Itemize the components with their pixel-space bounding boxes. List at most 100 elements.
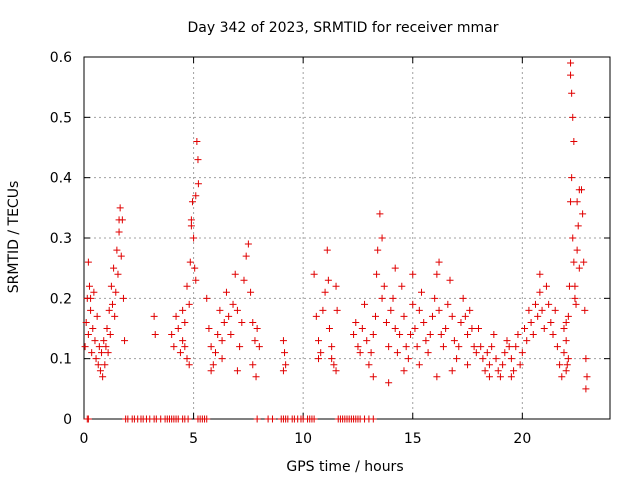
data-point bbox=[179, 306, 187, 314]
data-point bbox=[121, 337, 129, 345]
data-point bbox=[98, 349, 106, 357]
data-point bbox=[191, 264, 199, 272]
y-tick-label: 0.3 bbox=[50, 231, 72, 247]
data-point bbox=[455, 343, 463, 351]
data-point bbox=[391, 325, 399, 332]
data-point bbox=[424, 349, 432, 357]
data-point bbox=[549, 331, 557, 339]
data-point bbox=[568, 89, 576, 97]
grid-layer bbox=[84, 57, 610, 419]
data-point bbox=[371, 312, 379, 320]
data-point bbox=[183, 355, 191, 363]
data-point bbox=[102, 343, 110, 351]
data-point bbox=[95, 343, 103, 351]
plot-frame bbox=[83, 56, 611, 420]
data-point bbox=[461, 312, 469, 320]
data-point bbox=[110, 264, 118, 272]
data-point bbox=[115, 216, 123, 224]
data-point bbox=[218, 355, 226, 363]
data-point bbox=[556, 361, 564, 369]
data-point bbox=[542, 282, 550, 290]
data-point bbox=[503, 337, 511, 345]
data-point bbox=[435, 306, 443, 314]
data-point bbox=[279, 337, 287, 345]
data-point bbox=[81, 343, 89, 351]
data-point bbox=[253, 415, 261, 423]
data-point bbox=[479, 355, 487, 363]
data-point bbox=[205, 325, 213, 332]
data-point bbox=[174, 325, 182, 332]
data-point bbox=[222, 288, 230, 296]
data-point bbox=[433, 373, 441, 381]
data-point bbox=[82, 318, 90, 326]
data-point bbox=[420, 318, 428, 326]
data-point bbox=[91, 337, 99, 345]
data-point bbox=[268, 415, 276, 423]
data-point bbox=[507, 373, 515, 381]
data-point bbox=[111, 312, 119, 320]
y-axis-label: SRMTID / TECUs bbox=[6, 181, 22, 294]
data-point bbox=[190, 234, 198, 242]
data-point bbox=[562, 337, 570, 345]
data-point bbox=[422, 337, 430, 345]
data-point bbox=[328, 343, 336, 351]
data-point bbox=[315, 337, 323, 345]
data-point bbox=[492, 355, 500, 363]
data-point bbox=[328, 355, 336, 363]
data-point bbox=[203, 294, 211, 302]
data-point bbox=[567, 198, 575, 206]
data-point bbox=[114, 270, 122, 278]
data-point bbox=[536, 270, 544, 278]
data-point bbox=[85, 282, 93, 290]
data-point bbox=[472, 349, 480, 357]
data-point bbox=[534, 312, 542, 320]
data-point bbox=[391, 264, 399, 272]
data-point bbox=[181, 343, 189, 351]
data-point bbox=[477, 343, 485, 351]
data-point bbox=[105, 306, 113, 314]
data-point bbox=[527, 318, 535, 326]
data-point bbox=[194, 180, 202, 188]
data-point bbox=[404, 355, 412, 363]
data-point bbox=[242, 252, 250, 260]
data-point bbox=[538, 306, 546, 314]
data-point bbox=[312, 312, 320, 320]
data-point bbox=[361, 300, 369, 308]
data-point bbox=[450, 337, 458, 345]
data-point bbox=[87, 306, 95, 314]
data-point bbox=[87, 294, 95, 302]
data-point bbox=[183, 282, 191, 290]
data-point bbox=[398, 282, 406, 290]
data-point bbox=[571, 294, 579, 302]
data-point bbox=[103, 325, 111, 332]
data-point bbox=[321, 288, 329, 296]
data-point bbox=[564, 312, 572, 320]
data-point bbox=[310, 415, 318, 423]
data-point bbox=[378, 234, 386, 242]
data-point bbox=[216, 306, 224, 314]
data-point bbox=[444, 300, 452, 308]
data-point bbox=[562, 367, 570, 375]
data-point bbox=[119, 294, 127, 302]
x-axis-label: GPS time / hours bbox=[286, 459, 403, 475]
data-point bbox=[483, 349, 491, 357]
data-point bbox=[117, 252, 125, 260]
data-point bbox=[536, 288, 544, 296]
data-point bbox=[531, 300, 539, 308]
x-tick-label: 20 bbox=[513, 431, 531, 447]
data-point bbox=[583, 373, 591, 381]
data-point bbox=[558, 373, 566, 381]
data-point bbox=[568, 174, 576, 182]
data-point bbox=[514, 331, 522, 339]
x-tick-label: 5 bbox=[189, 431, 198, 447]
data-point bbox=[104, 349, 112, 357]
data-point bbox=[437, 331, 445, 339]
data-point bbox=[212, 349, 219, 357]
data-point bbox=[459, 294, 467, 302]
data-point bbox=[356, 349, 364, 357]
data-point bbox=[369, 373, 377, 381]
data-point bbox=[426, 331, 434, 339]
data-point bbox=[411, 325, 419, 332]
data-point bbox=[282, 361, 290, 369]
data-point bbox=[448, 367, 456, 375]
